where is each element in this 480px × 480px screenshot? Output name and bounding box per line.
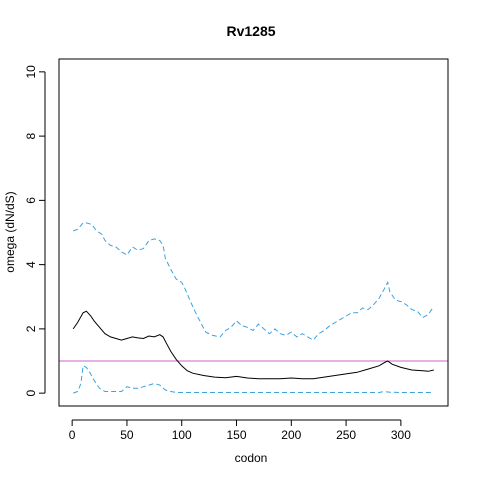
y-tick-label: 8 xyxy=(24,132,38,139)
series-line-lower xyxy=(73,365,434,394)
y-tick-label: 10 xyxy=(24,65,38,79)
x-tick-label: 50 xyxy=(120,428,134,442)
y-tick-label: 2 xyxy=(24,325,38,332)
y-tick-label: 0 xyxy=(24,389,38,396)
series-line-estimate xyxy=(72,310,434,380)
axes: 0 50 100 150 200 250 300 0 2 4 6 8 10 xyxy=(24,65,411,442)
y-tick-label: 6 xyxy=(24,197,38,204)
x-tick-label: 250 xyxy=(336,428,356,442)
plot-frame xyxy=(58,58,449,407)
x-tick-label: 0 xyxy=(69,428,76,442)
x-tick-label: 100 xyxy=(172,428,192,442)
series-line-upper xyxy=(73,222,435,341)
x-axis-label: codon xyxy=(235,451,268,465)
plot-area xyxy=(59,222,448,394)
x-tick-label: 150 xyxy=(226,428,246,442)
y-tick-label: 4 xyxy=(24,261,38,268)
x-tick-label: 200 xyxy=(281,428,301,442)
chart-title: Rv1285 xyxy=(226,23,275,39)
x-tick-label: 300 xyxy=(391,428,411,442)
y-axis-label: omega (dN/dS) xyxy=(3,191,17,272)
